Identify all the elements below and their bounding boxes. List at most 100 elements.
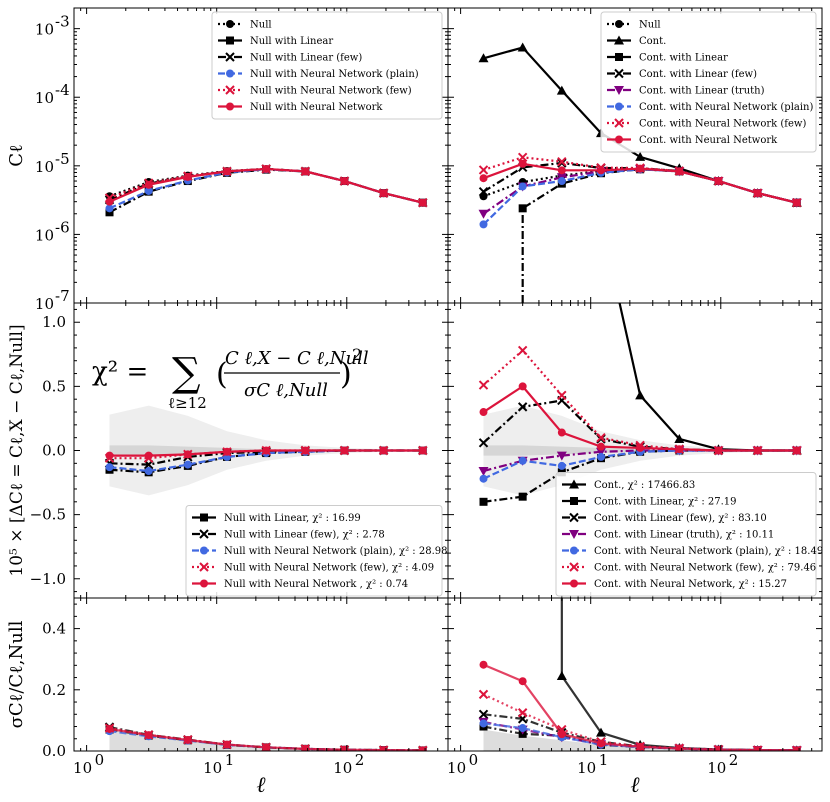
data-point [418, 198, 427, 207]
legend-label: Null with Linear (few), χ² : 2.78 [224, 530, 385, 541]
panel-frame [73, 597, 449, 752]
data-point [105, 463, 114, 472]
panel-frame [447, 597, 823, 752]
y-tick-label: 10 -6 [35, 218, 70, 244]
data-point [222, 740, 231, 749]
y-tick-label-exp: -6 [55, 218, 70, 236]
x-tick-label-exp: 2 [729, 751, 739, 769]
legend-chi2: χ² : 17466.83 [628, 480, 696, 491]
legend-label: Null with Linear, χ² : 16.99 [224, 513, 361, 524]
legend-swatch-marker [615, 53, 623, 61]
x-axis-label: ℓ [630, 773, 640, 798]
y-tick-label-base: 10 [35, 226, 54, 244]
legend-label: Cont. with Neural Network (plain) [639, 102, 813, 113]
plot-area-top-right [478, 42, 802, 303]
y-tick-label-base: 10 [35, 21, 54, 39]
legend-label: Cont. with Linear, χ² : 27.19 [594, 497, 737, 508]
plot-area-top-left [104, 164, 428, 217]
legend-label: Cont. with Linear (few), χ² : 83.10 [594, 513, 767, 524]
data-point [105, 197, 114, 206]
data-point [222, 167, 231, 176]
legend-chi2: χ² : 27.19 [688, 497, 736, 508]
legend-label: Null with Neural Network (plain) [250, 69, 419, 80]
data-point [792, 446, 801, 455]
x-tick-label-exp: 0 [95, 751, 105, 769]
data-point [478, 467, 489, 477]
data-point [596, 215, 606, 224]
data-point [301, 167, 310, 176]
legend-item: Null [218, 20, 272, 31]
data-point [518, 182, 527, 191]
panel-top-right: Null Cont. Cont. with Linear Cont. with Lin… [447, 7, 823, 304]
data-point [478, 53, 489, 63]
legend-swatch-marker [614, 118, 624, 128]
data-point [556, 671, 567, 681]
series-cont-with-neural-network [479, 382, 801, 455]
y-tick-label: 0.0 [42, 442, 66, 460]
x-tick-label-exp: 1 [225, 751, 235, 769]
data-point [379, 189, 388, 198]
legend-swatch-marker [200, 579, 208, 588]
y-axis-label: 10⁵ × [ΔCℓ = Cℓ,X − Cℓ,Null] [7, 324, 27, 576]
legend-chi2: χ² : 2.78 [343, 530, 385, 541]
y-tick-label: 0.0 [42, 742, 66, 760]
legend-item: Cont., χ² : 17466.83 [562, 479, 696, 491]
legend-top-right: Null Cont. Cont. with Linear Cont. with Lin… [600, 11, 817, 153]
data-point [262, 446, 271, 455]
data-point [557, 390, 567, 401]
data-point [636, 164, 645, 173]
data-point [479, 474, 488, 483]
legend-item: Cont. with Neural Network (plain), χ² : … [562, 546, 823, 557]
legend-label: Null with Neural Network , χ² : 0.74 [224, 579, 408, 590]
legend-label: Cont. with Neural Network (few) [639, 119, 806, 130]
legend-item: Cont. [607, 35, 666, 47]
legend-item: Null with Linear [218, 36, 333, 47]
x-tick-label: 10 2 [707, 751, 738, 777]
legend-box [555, 472, 817, 597]
legend-swatch-marker [614, 86, 624, 95]
legend-swatch-marker [225, 85, 235, 95]
data-point [675, 445, 684, 454]
y-tick-label: 1.0 [42, 313, 66, 331]
formula-power: 2 [352, 345, 362, 364]
legend-swatch-marker [569, 562, 579, 572]
data-point [144, 451, 153, 460]
legend-swatch-marker [614, 68, 624, 79]
series-line [109, 167, 424, 204]
x-tick-label-base: 10 [73, 759, 92, 777]
legend-swatch-marker [226, 20, 234, 28]
y-tick-label: 0.4 [42, 620, 66, 638]
plot-area-middle-right [478, 215, 802, 506]
legend-swatch-marker [569, 530, 579, 539]
data-point [517, 708, 528, 718]
series-cont- [551, 215, 802, 455]
data-point [478, 380, 489, 390]
x-tick-label: 10 2 [333, 751, 364, 777]
plot-area-bottom-right [478, 598, 802, 751]
data-point [518, 677, 527, 686]
y-tick-label: −1.0 [30, 570, 66, 588]
series-line [560, 598, 797, 751]
data-point [596, 442, 605, 451]
legend-swatch-marker [615, 135, 623, 144]
legend-box [211, 11, 443, 120]
data-point [753, 189, 762, 198]
y-tick-label: 0.5 [42, 377, 66, 395]
data-point [418, 446, 427, 455]
x-tick-label: 10 1 [203, 751, 234, 777]
y-tick-label-exp: -4 [55, 81, 70, 99]
uncertainty-band [483, 729, 797, 751]
uncertainty-band [109, 729, 423, 751]
data-point [557, 730, 566, 739]
legend-item: Null with Neural Network (plain), χ² : 2… [192, 546, 447, 557]
data-point [635, 390, 646, 400]
formula-denominator: σC ℓ,Null [244, 380, 328, 401]
data-point [557, 156, 567, 167]
x-tick-label-exp: 2 [355, 751, 365, 769]
data-point [557, 177, 566, 186]
data-point [340, 446, 349, 455]
x-axis-label: ℓ [256, 773, 266, 798]
